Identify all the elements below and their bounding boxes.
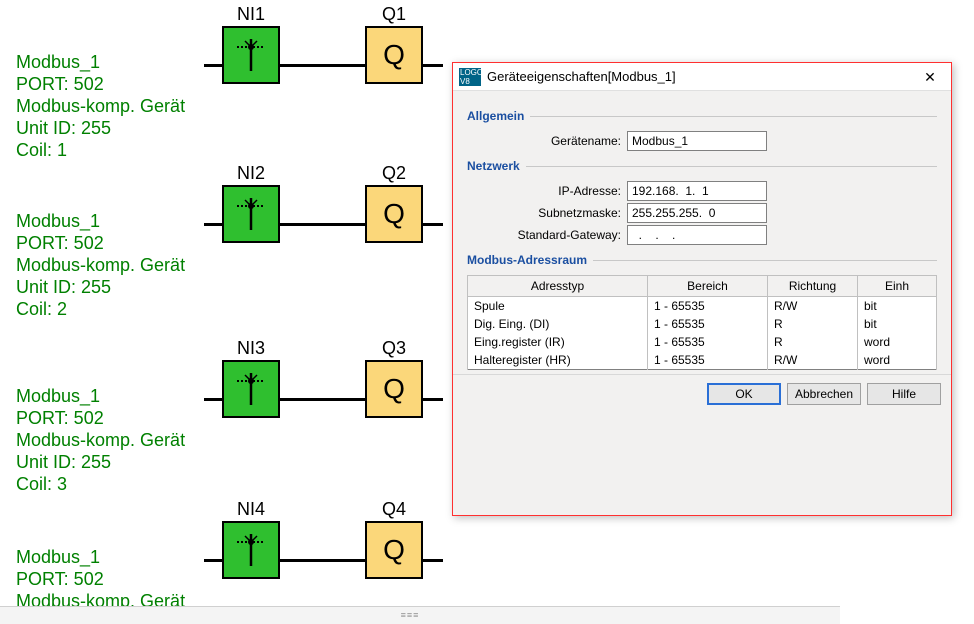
address-space-table: AdresstypBereichRichtungEinhSpule1 - 655… <box>467 275 937 370</box>
addr-row: Dig. Eing. (DI)1 - 65535Rbit <box>468 315 937 333</box>
addr-cell: bit <box>858 297 937 316</box>
scrollbar-thumb[interactable]: ≡≡≡ <box>390 610 430 621</box>
addr-cell: 1 - 65535 <box>648 351 768 370</box>
addr-cell: Eing.register (IR) <box>468 333 648 351</box>
help-button[interactable]: Hilfe <box>867 383 941 405</box>
label-ip: IP-Adresse: <box>467 184 627 198</box>
addr-cell: Dig. Eing. (DI) <box>468 315 648 333</box>
wire-stub <box>423 559 443 562</box>
cancel-button[interactable]: Abbrechen <box>787 383 861 405</box>
addr-col-header: Adresstyp <box>468 276 648 297</box>
dialog-button-row: OK Abbrechen Hilfe <box>453 374 951 415</box>
addr-cell: Halteregister (HR) <box>468 351 648 370</box>
device-label: Modbus_1 PORT: 502 Modbus-komp. Gerät Un… <box>16 385 185 495</box>
dialog-title: Geräteeigenschaften[Modbus_1] <box>487 69 915 84</box>
addr-col-header: Einh <box>858 276 937 297</box>
section-network-heading: Netzwerk <box>467 159 520 173</box>
wire <box>280 223 365 226</box>
wire <box>280 559 365 562</box>
addr-cell: R <box>768 333 858 351</box>
addr-cell: R/W <box>768 297 858 316</box>
addr-cell: R/W <box>768 351 858 370</box>
gateway-field[interactable] <box>627 225 767 245</box>
ni-block[interactable] <box>222 185 280 243</box>
device-label: Modbus_1 PORT: 502 Modbus-komp. Gerät <box>16 546 185 612</box>
ni-block[interactable] <box>222 360 280 418</box>
q-block-label: Q1 <box>365 4 423 25</box>
ni-symbol-icon <box>231 35 271 75</box>
ni-block-label: NI4 <box>222 499 280 520</box>
addr-cell: word <box>858 333 937 351</box>
ni-block-label: NI1 <box>222 4 280 25</box>
label-mask: Subnetzmaske: <box>467 206 627 220</box>
dialog-titlebar[interactable]: LOGO V8 Geräteeigenschaften[Modbus_1]✕ <box>453 63 951 91</box>
close-icon[interactable]: ✕ <box>915 67 945 87</box>
ok-button[interactable]: OK <box>707 383 781 405</box>
section-general-heading-row: Allgemein <box>467 109 937 123</box>
addr-col-header: Bereich <box>648 276 768 297</box>
device-properties-dialog: LOGO V8 Geräteeigenschaften[Modbus_1]✕ All… <box>452 62 952 516</box>
label-gw: Standard-Gateway: <box>467 228 627 242</box>
section-addrspace-heading-row: Modbus-Adressraum <box>467 253 937 267</box>
row-ip: IP-Adresse: <box>467 181 937 201</box>
q-block-label: Q4 <box>365 499 423 520</box>
q-block-label: Q3 <box>365 338 423 359</box>
q-letter: Q <box>383 534 405 566</box>
addr-cell: word <box>858 351 937 370</box>
device-label: Modbus_1 PORT: 502 Modbus-komp. Gerät Un… <box>16 51 185 161</box>
row-device-name: Gerätename: <box>467 131 937 151</box>
divider <box>593 260 937 261</box>
addr-row: Eing.register (IR)1 - 65535Rword <box>468 333 937 351</box>
wire <box>280 64 365 67</box>
wire-stub <box>204 64 224 67</box>
section-general-heading: Allgemein <box>467 109 524 123</box>
q-letter: Q <box>383 39 405 71</box>
ni-symbol-icon <box>231 530 271 570</box>
ni-block-label: NI3 <box>222 338 280 359</box>
device-label: Modbus_1 PORT: 502 Modbus-komp. Gerät Un… <box>16 210 185 320</box>
q-block[interactable]: Q <box>365 185 423 243</box>
q-block[interactable]: Q <box>365 521 423 579</box>
q-letter: Q <box>383 198 405 230</box>
wire-stub <box>204 398 224 401</box>
ni-block-label: NI2 <box>222 163 280 184</box>
addr-cell: 1 - 65535 <box>648 333 768 351</box>
section-network-heading-row: Netzwerk <box>467 159 937 173</box>
wire-stub <box>423 64 443 67</box>
ip-address-field[interactable] <box>627 181 767 201</box>
ni-symbol-icon <box>231 369 271 409</box>
addr-cell: 1 - 65535 <box>648 315 768 333</box>
ni-block[interactable] <box>222 521 280 579</box>
ni-symbol-icon <box>231 194 271 234</box>
diagram-canvas: NI1 Q1 Q Modbus_1 PORT: 502 Modbus-komp. Ge… <box>0 0 974 624</box>
addr-cell: Spule <box>468 297 648 316</box>
row-mask: Subnetzmaske: <box>467 203 937 223</box>
addr-col-header: Richtung <box>768 276 858 297</box>
addr-cell: bit <box>858 315 937 333</box>
wire-stub <box>423 223 443 226</box>
q-block[interactable]: Q <box>365 360 423 418</box>
row-gw: Standard-Gateway: <box>467 225 937 245</box>
divider <box>530 116 937 117</box>
q-block-label: Q2 <box>365 163 423 184</box>
q-letter: Q <box>383 373 405 405</box>
section-addrspace-heading: Modbus-Adressraum <box>467 253 587 267</box>
label-device-name: Gerätename: <box>467 134 627 148</box>
horizontal-scrollbar[interactable]: ≡≡≡ <box>0 606 840 624</box>
addr-row: Halteregister (HR)1 - 65535R/Wword <box>468 351 937 370</box>
dialog-body: Allgemein Gerätename: Netzwerk IP-Adresse: S… <box>453 91 951 374</box>
wire-stub <box>204 559 224 562</box>
device-name-field[interactable] <box>627 131 767 151</box>
subnet-mask-field[interactable] <box>627 203 767 223</box>
wire-stub <box>423 398 443 401</box>
logo-icon: LOGO V8 <box>459 68 481 86</box>
addr-row: Spule1 - 65535R/Wbit <box>468 297 937 316</box>
wire <box>280 398 365 401</box>
ni-block[interactable] <box>222 26 280 84</box>
q-block[interactable]: Q <box>365 26 423 84</box>
addr-cell: 1 - 65535 <box>648 297 768 316</box>
divider <box>526 166 937 167</box>
wire-stub <box>204 223 224 226</box>
addr-cell: R <box>768 315 858 333</box>
